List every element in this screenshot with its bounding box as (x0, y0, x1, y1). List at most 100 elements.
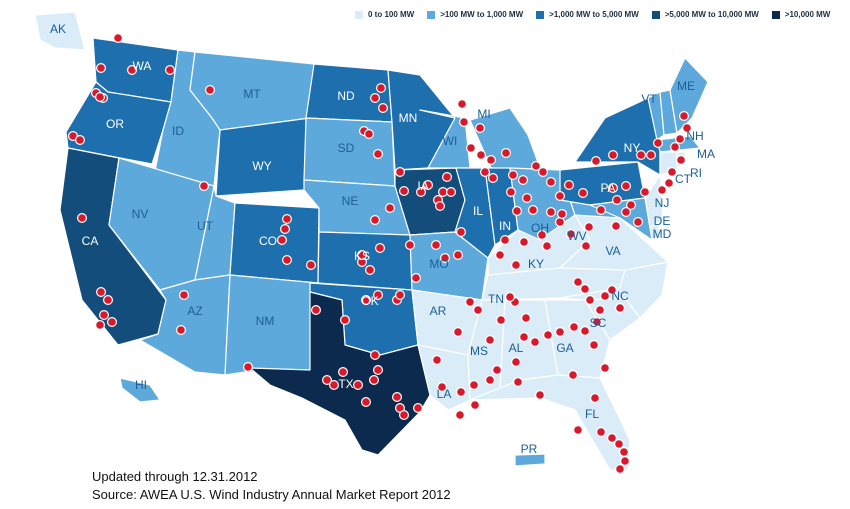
wind-project-marker (370, 92, 381, 103)
wind-project-marker (455, 410, 466, 421)
state-label-oh: OH (531, 221, 549, 235)
wind-project-marker (376, 82, 387, 93)
wind-project-marker (681, 122, 692, 133)
wind-project-marker (518, 237, 529, 248)
wind-project-marker (74, 135, 85, 146)
wind-project-marker (466, 143, 477, 154)
state-label-pr: PR (521, 442, 538, 456)
wind-project-marker (95, 62, 106, 73)
wind-project-marker (322, 375, 333, 386)
wind-project-marker (614, 303, 625, 314)
wind-project-marker (375, 243, 386, 254)
wind-project-marker (94, 91, 105, 102)
wind-project-marker (485, 335, 496, 346)
footer-notes: Updated through 12.31.2012 Source: AWEA … (92, 468, 451, 504)
wind-project-marker (534, 390, 545, 401)
wind-project-marker (511, 206, 522, 217)
wind-project-marker (521, 193, 532, 204)
legend-swatch (536, 10, 545, 19)
wind-project-marker (442, 172, 453, 183)
wind-project-marker (584, 295, 595, 306)
wind-project-marker (511, 357, 522, 368)
wind-project-marker (639, 187, 650, 198)
wind-project-marker (506, 187, 517, 198)
wind-project-marker (619, 456, 630, 467)
state-label-al: AL (509, 341, 524, 355)
wind-project-marker (580, 241, 591, 252)
wind-project-marker (364, 129, 375, 140)
wind-project-marker (652, 138, 663, 149)
wind-project-marker (470, 400, 481, 411)
wind-project-marker (536, 230, 547, 241)
wind-project-marker (508, 170, 519, 181)
wind-project-marker (611, 195, 622, 206)
wind-project-marker (106, 317, 117, 328)
wind-project-marker (505, 292, 516, 303)
state-label-wv: WV (567, 229, 586, 243)
state-hi (119, 377, 161, 403)
state-label-ky: KY (528, 257, 544, 271)
wind-project-marker (595, 205, 606, 216)
wind-project-marker (599, 363, 610, 374)
wind-project-marker (98, 310, 109, 321)
state-label-nh: NH (686, 129, 703, 143)
wind-project-marker (572, 425, 583, 436)
wind-project-marker (126, 64, 137, 75)
wind-project-marker (666, 167, 677, 178)
wind-project-marker (373, 149, 384, 160)
state-label-ne: NE (342, 194, 359, 208)
legend-label: >10,000 MW (784, 10, 831, 19)
wind-project-marker (656, 185, 667, 196)
wind-project-marker (518, 332, 529, 343)
state-label-ca: CA (82, 234, 99, 248)
wind-project-marker (440, 253, 451, 264)
wind-project-marker (179, 290, 190, 301)
wind-project-marker (416, 187, 427, 198)
wind-project-marker (413, 403, 424, 414)
state-label-pa: PA (600, 181, 615, 195)
wind-project-marker (446, 187, 457, 198)
state-label-nv: NV (132, 207, 149, 221)
wind-project-marker (435, 201, 446, 212)
wind-project-marker (361, 295, 372, 306)
state-label-il: IL (473, 204, 483, 218)
wind-project-marker (529, 337, 540, 348)
wind-project-marker (591, 317, 602, 328)
wind-project-marker (369, 375, 380, 386)
wind-project-marker (486, 155, 497, 166)
state-label-la: LA (437, 387, 452, 401)
wind-project-marker (554, 327, 565, 338)
wind-project-marker (365, 265, 376, 276)
wind-project-marker (102, 295, 113, 306)
wind-project-marker (282, 255, 293, 266)
wind-project-marker (542, 330, 553, 341)
wind-project-marker (456, 387, 467, 398)
wind-project-marker (545, 207, 556, 218)
wind-project-marker (579, 326, 590, 337)
wind-project-marker (554, 217, 565, 228)
legend-swatch (355, 10, 363, 19)
wind-project-marker (373, 365, 384, 376)
wind-project-marker (473, 305, 484, 316)
state-label-va: VA (605, 244, 620, 258)
state-labels: AK HI PR WA OR CA ID NV MT WY UT CO AZ NM ND SD NE KS OK TX… (50, 22, 715, 456)
wind-project-marker (431, 240, 442, 251)
wind-project-marker (537, 167, 548, 178)
wind-project-marker (589, 393, 600, 404)
state-label-vt: VT (641, 92, 657, 106)
wind-project-marker (496, 315, 507, 326)
state-wy (215, 117, 311, 197)
wind-project-marker (678, 110, 689, 121)
wind-project-marker (480, 167, 491, 178)
wind-project-marker (488, 173, 499, 184)
wind-project-marker (432, 355, 443, 366)
wind-project-marker (512, 377, 523, 388)
wind-project-marker (517, 175, 528, 186)
state-label-mt: MT (243, 87, 261, 101)
wind-project-marker (614, 464, 625, 475)
wind-project-marker (399, 410, 410, 421)
wind-project-marker (590, 156, 601, 167)
wind-project-marker (563, 180, 574, 191)
legend-item-1: >100 MW to 1,000 MW (427, 10, 523, 19)
wind-project-marker (306, 260, 317, 271)
